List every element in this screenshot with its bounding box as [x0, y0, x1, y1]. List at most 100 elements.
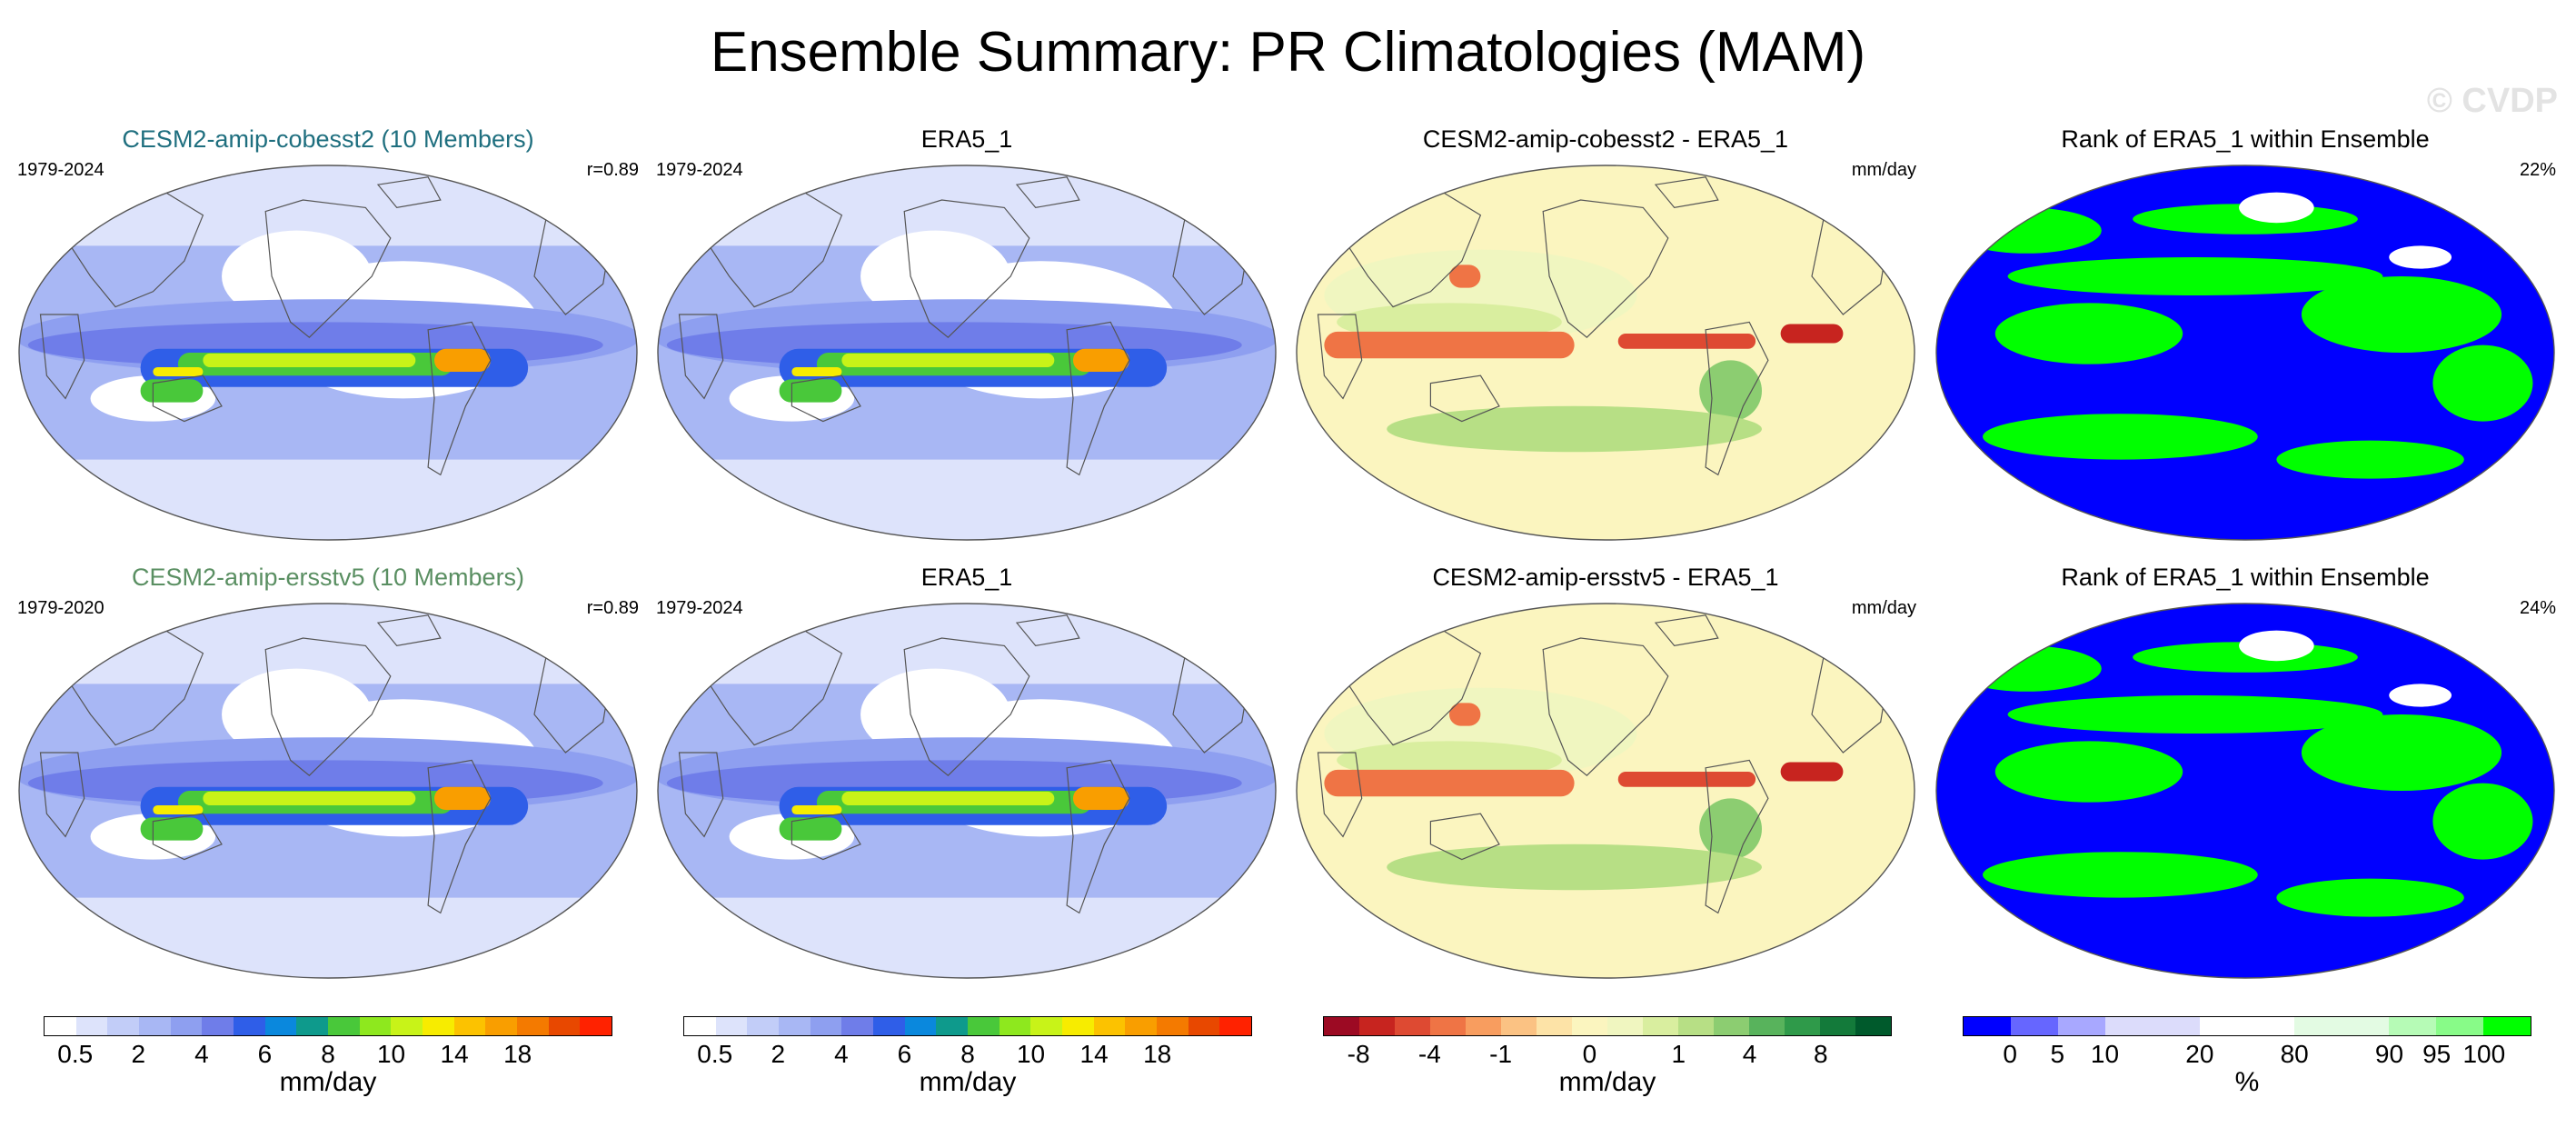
- colorbar-box: [1430, 1017, 1466, 1035]
- precip-band: [779, 379, 842, 403]
- coastline: [791, 374, 861, 423]
- colorbar: -8 -4 -1 0 1 4 8 mm/day: [1323, 1016, 1892, 1098]
- map-outline: [18, 603, 638, 979]
- rank-field: [2007, 257, 2383, 295]
- colorbar: 0.5 2 4 6 8 10 14 18 mm/day: [44, 1016, 612, 1098]
- colorbar-box: [1572, 1017, 1607, 1035]
- coastline: [703, 629, 843, 746]
- panel-stat-label: r=0.89: [586, 160, 639, 180]
- rank-map: [1935, 603, 2555, 979]
- rank-field: [2239, 630, 2314, 662]
- colorbar-tick-label: 0: [1582, 1040, 1597, 1068]
- colorbar-tick-label: -4: [1417, 1040, 1441, 1068]
- colorbar-box: [1324, 1017, 1359, 1035]
- colorbar-box: [2436, 1017, 2483, 1035]
- colorbar-tick-label: 0.5: [697, 1040, 733, 1068]
- colorbar-tick-label: -8: [1347, 1040, 1370, 1068]
- colorbar-box: [234, 1017, 265, 1035]
- colorbar-box: [517, 1017, 549, 1035]
- precip-band: [140, 379, 204, 403]
- diff-band: [1449, 265, 1481, 288]
- diff-field: [1387, 844, 1762, 891]
- diff-field: [1699, 360, 1762, 422]
- colorbar-box: [1219, 1017, 1252, 1035]
- colorbar-tick-label: 0.5: [57, 1040, 94, 1068]
- map-outline: [1296, 165, 1915, 541]
- colorbar-tick-label: 6: [897, 1040, 912, 1068]
- panel-stat-label: mm/day: [1851, 598, 1916, 618]
- coastline: [152, 374, 223, 423]
- colorbar-box: [1820, 1017, 1855, 1035]
- colorbar-tick-label: 10: [2090, 1040, 2120, 1068]
- diff-band: [1324, 769, 1575, 797]
- rank-field: [1994, 741, 2183, 803]
- panel-period-label: 1979-2020: [17, 598, 104, 618]
- coastline: [1317, 752, 1363, 838]
- colorbar-box: [580, 1017, 612, 1035]
- colorbar-tick-label: 2: [131, 1040, 146, 1068]
- precip-map: [18, 165, 638, 541]
- colorbar-box: [1785, 1017, 1820, 1035]
- colorbar-box: [485, 1017, 518, 1035]
- colorbar-box: [1359, 1017, 1395, 1035]
- panel-title: CESM2-amip-ersstv5 (10 Members): [131, 564, 525, 591]
- colorbar-box: [1501, 1017, 1537, 1035]
- colorbar-tick-label: 4: [1742, 1040, 1757, 1068]
- colorbar-unit-label: mm/day: [919, 1067, 1017, 1097]
- map-band: [658, 459, 1276, 540]
- colorbar: 0 5 10 20 80 90 95 100%: [1963, 1016, 2531, 1098]
- colorbar-scale: [44, 1016, 612, 1036]
- precip-field: [222, 230, 373, 323]
- coastline: [791, 813, 861, 861]
- panel-stat-label: mm/day: [1851, 160, 1916, 180]
- colorbar-tick-label: 8: [321, 1040, 335, 1068]
- diff-band: [1617, 772, 1756, 787]
- colorbar-box: [1466, 1017, 1501, 1035]
- coastline: [264, 637, 392, 777]
- colorbar-box: [2483, 1017, 2531, 1035]
- colorbar-unit-label: %: [2234, 1067, 2260, 1097]
- colorbar-box: [1855, 1017, 1891, 1035]
- colorbar-scale: [1963, 1016, 2531, 1036]
- panel-stat-label: 24%: [2519, 598, 2556, 618]
- colorbar-tick-label: 20: [2185, 1040, 2214, 1068]
- colorbar-box: [2011, 1017, 2058, 1035]
- panel-period-label: 1979-2024: [17, 160, 104, 180]
- colorbar-unit-label: mm/day: [279, 1067, 377, 1097]
- difference-map: [1296, 165, 1915, 541]
- diff-band: [1780, 762, 1844, 782]
- coastline: [39, 752, 85, 838]
- precip-field: [860, 230, 1011, 323]
- colorbar-box: [684, 1017, 716, 1035]
- colorbar-box: [453, 1017, 486, 1035]
- panel-stat-label: r=0.89: [586, 598, 639, 618]
- precip-band: [1072, 348, 1129, 372]
- colorbar-tick-label: 6: [257, 1040, 273, 1068]
- coastline: [678, 752, 724, 838]
- colorbar-tick-label: 4: [834, 1040, 849, 1068]
- diff-band: [1449, 703, 1481, 726]
- colorbar-box: [75, 1017, 108, 1035]
- coastline: [903, 199, 1030, 339]
- colorbar-tick-label: 0: [2003, 1040, 2017, 1068]
- colorbar-box: [423, 1017, 454, 1035]
- coastline: [65, 191, 204, 308]
- precip-band: [140, 817, 204, 841]
- colorbar-tick-label: 18: [503, 1040, 532, 1068]
- colorbar-box: [2389, 1017, 2436, 1035]
- coastline: [39, 314, 85, 400]
- colorbar-unit-label: mm/day: [1558, 1067, 1656, 1097]
- coastline: [1705, 759, 1769, 914]
- colorbar-tick-label: 95: [2422, 1040, 2452, 1068]
- rank-field: [2276, 878, 2464, 917]
- map-outline: [657, 603, 1277, 979]
- coastline: [427, 759, 492, 914]
- map-band: [658, 897, 1276, 978]
- rank-field: [2432, 344, 2533, 422]
- colorbar-box: [999, 1017, 1031, 1035]
- rank-field: [2432, 783, 2533, 860]
- colorbar-box: [296, 1017, 329, 1035]
- colorbar-tick-label: -1: [1489, 1040, 1513, 1068]
- panel-title: Rank of ERA5_1 within Ensemble: [2061, 125, 2430, 153]
- colorbar-box: [1062, 1017, 1094, 1035]
